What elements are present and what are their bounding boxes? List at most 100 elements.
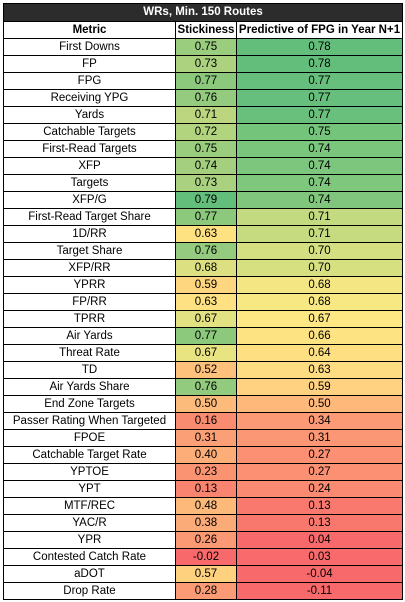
stickiness-cell: 0.26: [176, 532, 237, 549]
stickiness-cell: 0.77: [176, 209, 237, 226]
table-row: YPRR 0.59 0.68: [4, 277, 403, 294]
predictive-cell: 0.13: [237, 515, 403, 532]
metric-cell: FPOE: [4, 430, 176, 447]
metric-cell: XFP: [4, 158, 176, 175]
metric-cell: Receiving YPG: [4, 90, 176, 107]
stats-table: WRs, Min. 150 Routes Metric Stickiness P…: [3, 3, 403, 600]
metric-cell: Targets: [4, 175, 176, 192]
metric-cell: XFP/G: [4, 192, 176, 209]
predictive-cell: 0.66: [237, 328, 403, 345]
predictive-cell: 0.27: [237, 464, 403, 481]
predictive-cell: 0.68: [237, 294, 403, 311]
metric-cell: aDOT: [4, 566, 176, 583]
table-row: Air Yards 0.77 0.66: [4, 328, 403, 345]
metric-cell: Passer Rating When Targeted: [4, 413, 176, 430]
predictive-cell: 0.63: [237, 362, 403, 379]
predictive-cell: -0.11: [237, 583, 403, 600]
table-row: End Zone Targets 0.50 0.50: [4, 396, 403, 413]
stickiness-cell: 0.73: [176, 175, 237, 192]
predictive-cell: 0.74: [237, 192, 403, 209]
stickiness-cell: 0.57: [176, 566, 237, 583]
stickiness-cell: 0.16: [176, 413, 237, 430]
table-title: WRs, Min. 150 Routes: [4, 4, 403, 22]
predictive-cell: 0.34: [237, 413, 403, 430]
table-row: YPT 0.13 0.24: [4, 481, 403, 498]
stickiness-cell: 0.50: [176, 396, 237, 413]
metric-cell: Catchable Target Rate: [4, 447, 176, 464]
stickiness-cell: 0.63: [176, 226, 237, 243]
table-row: YAC/R 0.38 0.13: [4, 515, 403, 532]
predictive-cell: 0.78: [237, 39, 403, 56]
stickiness-cell: 0.13: [176, 481, 237, 498]
stickiness-cell: 0.76: [176, 379, 237, 396]
stickiness-cell: 0.52: [176, 362, 237, 379]
stickiness-cell: 0.77: [176, 73, 237, 90]
metric-cell: First Downs: [4, 39, 176, 56]
stickiness-cell: 0.63: [176, 294, 237, 311]
stickiness-cell: 0.59: [176, 277, 237, 294]
header-metric: Metric: [4, 22, 176, 39]
table-row: Passer Rating When Targeted 0.16 0.34: [4, 413, 403, 430]
stickiness-cell: 0.75: [176, 39, 237, 56]
metric-cell: Air Yards Share: [4, 379, 176, 396]
table-row: FPG 0.77 0.77: [4, 73, 403, 90]
stickiness-cell: 0.40: [176, 447, 237, 464]
stickiness-cell: 0.75: [176, 141, 237, 158]
table-row: Catchable Target Rate 0.40 0.27: [4, 447, 403, 464]
table-row: XFP/G 0.79 0.74: [4, 192, 403, 209]
predictive-cell: 0.75: [237, 124, 403, 141]
table-row: Contested Catch Rate -0.02 0.03: [4, 549, 403, 566]
predictive-cell: 0.77: [237, 107, 403, 124]
stickiness-cell: 0.77: [176, 328, 237, 345]
predictive-cell: 0.68: [237, 277, 403, 294]
predictive-cell: 0.31: [237, 430, 403, 447]
metric-cell: Contested Catch Rate: [4, 549, 176, 566]
predictive-cell: 0.74: [237, 175, 403, 192]
table-row: FP 0.73 0.78: [4, 56, 403, 73]
predictive-cell: 0.27: [237, 447, 403, 464]
predictive-cell: 0.64: [237, 345, 403, 362]
table-row: Target Share 0.76 0.70: [4, 243, 403, 260]
metric-cell: YPT: [4, 481, 176, 498]
stickiness-cell: 0.67: [176, 345, 237, 362]
stickiness-cell: 0.28: [176, 583, 237, 600]
metric-cell: TPRR: [4, 311, 176, 328]
table-row: YPR 0.26 0.04: [4, 532, 403, 549]
predictive-cell: 0.67: [237, 311, 403, 328]
table-row: FPOE 0.31 0.31: [4, 430, 403, 447]
table-row: aDOT 0.57 -0.04: [4, 566, 403, 583]
predictive-cell: 0.74: [237, 158, 403, 175]
header-row: Metric Stickiness Predictive of FPG in Y…: [4, 22, 403, 39]
metric-cell: First-Read Targets: [4, 141, 176, 158]
metric-cell: Drop Rate: [4, 583, 176, 600]
predictive-cell: 0.70: [237, 243, 403, 260]
metric-cell: FP/RR: [4, 294, 176, 311]
metric-cell: FP: [4, 56, 176, 73]
table-row: XFP/RR 0.68 0.70: [4, 260, 403, 277]
predictive-cell: -0.04: [237, 566, 403, 583]
predictive-cell: 0.78: [237, 56, 403, 73]
predictive-cell: 0.04: [237, 532, 403, 549]
table-row: TD 0.52 0.63: [4, 362, 403, 379]
metric-cell: YPTOE: [4, 464, 176, 481]
stickiness-cell: 0.73: [176, 56, 237, 73]
metric-cell: Threat Rate: [4, 345, 176, 362]
table-row: Air Yards Share 0.76 0.59: [4, 379, 403, 396]
stickiness-cell: 0.72: [176, 124, 237, 141]
metric-cell: 1D/RR: [4, 226, 176, 243]
predictive-cell: 0.24: [237, 481, 403, 498]
metric-cell: YPR: [4, 532, 176, 549]
stickiness-cell: 0.31: [176, 430, 237, 447]
table-row: 1D/RR 0.63 0.71: [4, 226, 403, 243]
stickiness-cell: 0.38: [176, 515, 237, 532]
metric-cell: YAC/R: [4, 515, 176, 532]
predictive-cell: 0.50: [237, 396, 403, 413]
predictive-cell: 0.13: [237, 498, 403, 515]
metric-cell: MTF/REC: [4, 498, 176, 515]
predictive-cell: 0.70: [237, 260, 403, 277]
metric-cell: TD: [4, 362, 176, 379]
metric-cell: XFP/RR: [4, 260, 176, 277]
metric-cell: FPG: [4, 73, 176, 90]
stickiness-cell: 0.67: [176, 311, 237, 328]
predictive-cell: 0.74: [237, 141, 403, 158]
